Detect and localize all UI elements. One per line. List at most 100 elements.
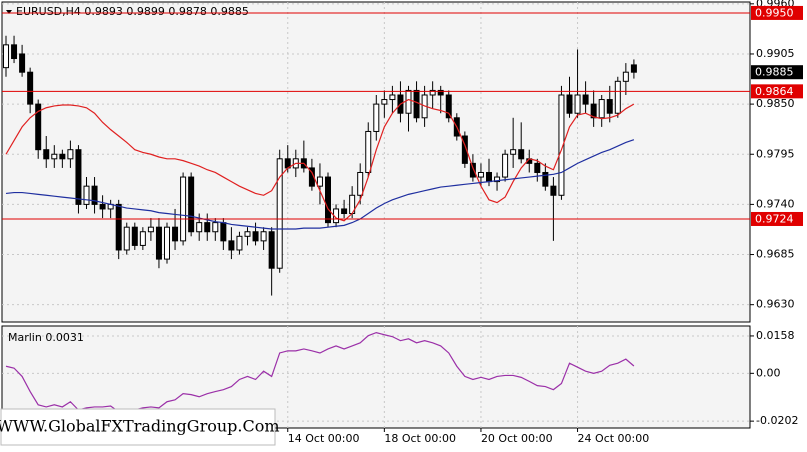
candle-body: [405, 89, 412, 114]
candle-body: [574, 94, 581, 114]
candle-body: [59, 153, 66, 160]
candle-body: [212, 222, 219, 233]
candle-body: [486, 171, 492, 183]
candle-body: [11, 44, 18, 60]
level-label-box: [751, 84, 803, 99]
watermark: WWW.GlobalFXTradingGroup.Com: [0, 417, 280, 436]
last-price-box: [751, 65, 803, 80]
candle-body: [630, 64, 637, 73]
candle-body: [461, 135, 468, 164]
chart-title: EURUSD,H4 0.9893 0.9899 0.9878 0.9885: [16, 5, 249, 18]
candle-body: [172, 226, 179, 242]
candle-body: [389, 94, 396, 101]
y-tick-label: 0.9850: [756, 97, 795, 110]
candle-body: [51, 153, 58, 160]
price-panel: [1, 1, 751, 323]
moving-average: [5, 98, 635, 222]
candle-body: [413, 89, 420, 119]
candle-body: [75, 149, 82, 205]
grid: [2, 2, 750, 428]
candle-body: [365, 130, 372, 173]
candle-body: [99, 203, 106, 210]
y-tick-label: -0.0202: [756, 414, 798, 427]
candle-body: [429, 89, 436, 96]
indicator-title: Marlin 0.0031: [8, 331, 84, 344]
candle-body: [139, 231, 146, 246]
candle-body: [622, 71, 629, 82]
candle-body: [3, 44, 9, 69]
candle-body: [260, 231, 267, 242]
candle-body: [477, 171, 484, 178]
level-label-box: [751, 5, 803, 20]
candle-body: [534, 162, 541, 173]
candle-body: [469, 162, 476, 178]
candle-body: [204, 222, 211, 233]
last-price-label: 0.9885: [755, 66, 794, 79]
y-tick-label: 0.9630: [756, 298, 795, 311]
y-tick-label: 0.0158: [756, 329, 795, 342]
candle-body: [220, 222, 227, 242]
level-label: 0.9950: [755, 6, 794, 19]
candle-body: [164, 226, 170, 260]
candle-body: [91, 185, 98, 205]
y-tick-label: 0.9685: [756, 248, 795, 261]
candle-body: [83, 185, 90, 205]
candle-body: [582, 94, 589, 105]
indicator-line: [5, 331, 635, 413]
candle-body: [236, 235, 243, 251]
candle-body: [180, 176, 187, 242]
y-tick-label: 0.00: [756, 366, 781, 379]
candle-body: [188, 176, 195, 233]
candle-body: [341, 208, 348, 215]
candle-body: [437, 89, 444, 96]
candle-body: [518, 149, 525, 160]
candle-body: [131, 226, 138, 246]
symbol-arrow: [6, 10, 12, 14]
candle-body: [196, 222, 203, 233]
x-tick-label: 14 Oct 00:00: [288, 432, 360, 445]
level-label-box: [751, 211, 803, 226]
candle-body: [67, 149, 74, 160]
candle-body: [35, 103, 42, 151]
candle-body: [550, 185, 557, 196]
y-tick-label: 0.9740: [756, 197, 795, 210]
candle-body: [276, 158, 283, 269]
candle-body: [228, 240, 235, 251]
candle-body: [244, 231, 251, 237]
level-label: 0.9724: [755, 212, 794, 225]
candle-body: [510, 149, 517, 155]
candle-body: [325, 176, 331, 224]
candle-body: [155, 226, 162, 260]
candle-body: [115, 203, 122, 251]
candle-body: [566, 94, 573, 114]
candle-body: [123, 226, 130, 251]
y-tick-label: 0.9905: [756, 47, 795, 60]
marks: [3, 35, 637, 413]
candle-body: [598, 99, 605, 119]
candle-body: [502, 153, 509, 178]
candle-body: [606, 99, 613, 114]
candle-body: [43, 149, 50, 160]
candle-body: [357, 171, 364, 196]
x-tick-label: 20 Oct 00:00: [481, 432, 553, 445]
moving-average: [5, 139, 635, 230]
candle-body: [268, 231, 275, 269]
candle-body: [316, 176, 323, 187]
x-tick-label: 18 Oct 00:00: [384, 432, 456, 445]
candle-body: [252, 231, 259, 242]
candle-body: [445, 94, 452, 119]
candle-body: [614, 80, 621, 114]
level-label: 0.9864: [755, 85, 794, 98]
candle-body: [381, 99, 388, 105]
x-tick-label: 24 Oct 00:00: [578, 432, 650, 445]
y-tick-label: 0.9795: [756, 147, 795, 160]
candle-body: [373, 103, 380, 132]
watermark-box: [0, 408, 276, 446]
candle-body: [542, 171, 549, 187]
candle-body: [19, 53, 26, 73]
y-tick-label: 0.9960: [756, 0, 795, 10]
candle-body: [147, 226, 154, 233]
candle-body: [494, 176, 501, 183]
candle-body: [558, 94, 565, 196]
